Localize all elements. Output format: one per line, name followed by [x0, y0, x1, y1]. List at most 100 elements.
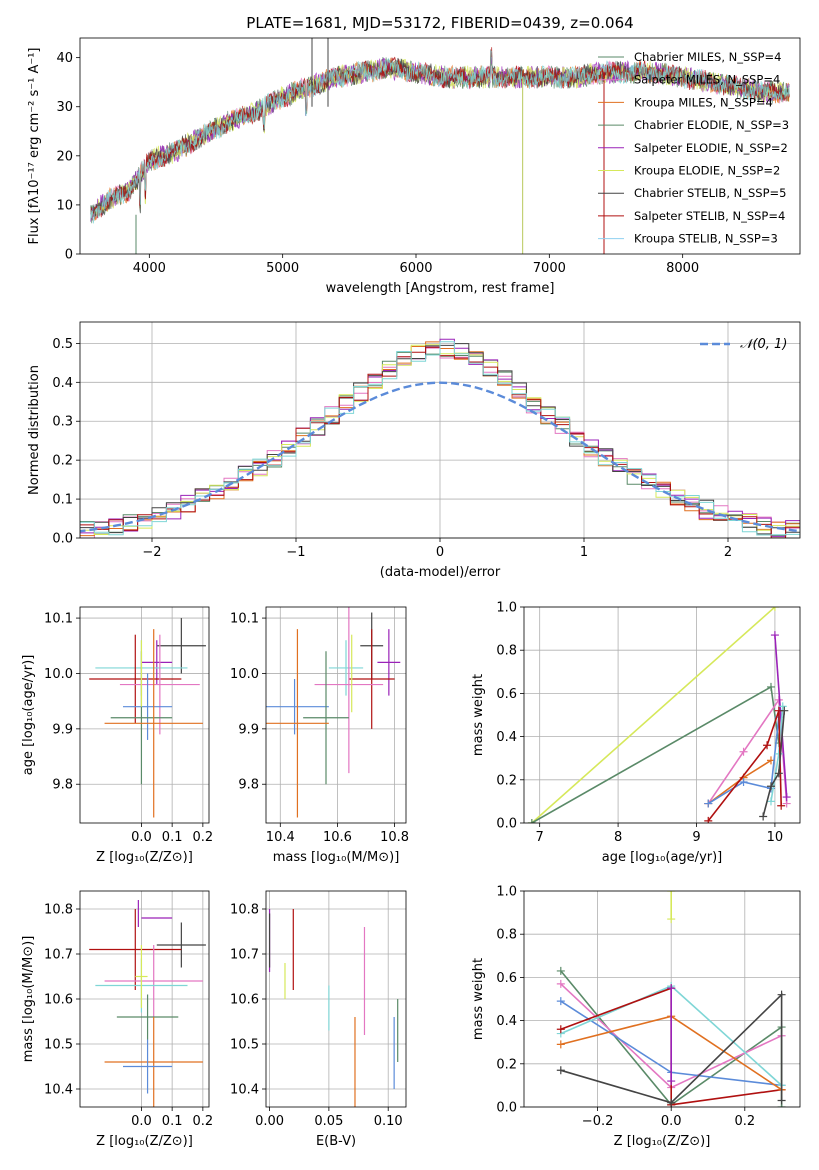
- weight-marker: [527, 819, 536, 823]
- plot-area: [268, 909, 399, 1107]
- errorbar-point: [266, 629, 329, 818]
- weight-marker: [667, 984, 676, 993]
- legend-label: Salpeter STELIB, N_SSP=4: [634, 209, 785, 223]
- y-tick-label: 10.5: [44, 1038, 73, 1053]
- errorbar-point: [314, 607, 384, 774]
- x-tick-label: 10: [767, 830, 784, 845]
- y-axis-label: age [log₁₀(age/yr)]: [21, 655, 36, 776]
- y-tick-label: 10.8: [230, 903, 259, 918]
- x-axis-label: E(B-V): [316, 1134, 356, 1149]
- x-tick-label: 10.8: [380, 830, 409, 845]
- weight-marker: [766, 682, 775, 691]
- weight-marker: [667, 891, 676, 895]
- y-tick-label: 9.8: [238, 778, 259, 793]
- errorbar-point: [328, 640, 364, 696]
- weight-marker: [739, 777, 748, 786]
- panel-2: −2 −1 0 1 2 0.0 0.1 0.2 0.3 0.4 0.5 (data-model)/er…: [27, 321, 801, 580]
- weight-marker: [704, 816, 713, 823]
- plot-area: [266, 607, 401, 818]
- y-tick-label: 1.0: [496, 601, 517, 616]
- gaussian-curve: [80, 381, 800, 533]
- weight-marker: [774, 769, 783, 778]
- x-tick-label: 0.2: [193, 1114, 214, 1129]
- plot-area: [90, 38, 790, 254]
- plot-area: [89, 900, 206, 1107]
- errorbar-point: [123, 673, 173, 740]
- x-axis-label: mass [log₁₀(M/M⊙)]: [273, 850, 400, 865]
- weight-marker: [556, 1040, 565, 1049]
- x-tick-label: 0.05: [314, 1114, 343, 1129]
- errorbar-point: [89, 909, 182, 990]
- spectrum-line: [90, 49, 790, 224]
- x-tick-label: 0.00: [255, 1114, 284, 1129]
- errorbar-point: [116, 994, 179, 1040]
- y-tick-label: 10.1: [230, 612, 259, 627]
- errorbar-point: [119, 634, 200, 735]
- weight-marker: [782, 793, 791, 802]
- legend-label: Salpeter MILES, N_SSP=4: [634, 73, 780, 87]
- weight-marker: [774, 749, 783, 758]
- weight-marker: [777, 990, 786, 999]
- y-tick-label: 0.8: [496, 928, 517, 943]
- x-tick-label: 4000: [133, 261, 166, 276]
- legend-label: Chabrier STELIB, N_SSP=5: [634, 186, 786, 200]
- weight-line: [560, 992, 783, 1104]
- x-tick-label: 10.4: [266, 830, 295, 845]
- x-tick-label: 0.0: [661, 1114, 682, 1129]
- grid-lines: [80, 607, 209, 823]
- y-tick-label: 20: [56, 149, 73, 164]
- y-tick-label: 0.4: [496, 1014, 517, 1029]
- plot-area: [80, 338, 800, 538]
- y-tick-label: 0.5: [52, 337, 73, 352]
- y-tick-label: 0.4: [496, 730, 517, 745]
- errorbar-point: [123, 1039, 173, 1094]
- y-tick-label: 0.1: [52, 493, 73, 508]
- weight-marker: [704, 799, 713, 808]
- x-axis-label: (data-model)/error: [380, 565, 501, 580]
- y-tick-label: 10.1: [44, 612, 73, 627]
- y-tick-label: 0.6: [496, 687, 517, 702]
- errorbar-point: [266, 679, 329, 735]
- y-axis-label: Flux [fλ10⁻¹⁷ erg cm⁻² s⁻¹ A⁻¹]: [27, 48, 42, 245]
- legend-label: Kroupa MILES, N_SSP=4: [634, 95, 773, 109]
- weight-marker: [770, 607, 779, 611]
- panel-6: 0.0 0.1 0.2 10.4 10.5 10.6 10.7 10.8 Z [log₁₀(Z/…: [21, 890, 214, 1149]
- axes-frame: [79, 37, 801, 255]
- histogram-step: [80, 341, 800, 536]
- y-tick-label: 0.0: [52, 532, 73, 547]
- x-tick-label: 9: [692, 830, 700, 845]
- panel-8: −0.2 0.0 0.2 0.0 0.2 0.4 0.6 0.8 1.0 Z [log₁₀(Z/Z…: [471, 885, 801, 1149]
- x-tick-label: 0.10: [374, 1114, 403, 1129]
- y-tick-label: 9.9: [238, 722, 259, 737]
- grid-lines: [524, 606, 800, 824]
- x-tick-label: 0.0: [131, 830, 152, 845]
- y-axis-label: mass weight: [471, 674, 486, 756]
- weight-marker: [556, 966, 565, 975]
- weight-marker: [556, 997, 565, 1006]
- legend-label: 𝒩(0, 1): [740, 337, 787, 352]
- panel-1: 4000 5000 6000 7000 8000 0 10 20 30 40 wavelength …: [27, 14, 801, 296]
- y-tick-label: 0.6: [496, 971, 517, 986]
- x-axis-label: Z [log₁₀(Z/Z⊙)]: [614, 1134, 711, 1149]
- panel-4: 10.4 10.6 10.8 9.8 9.9 10.0 10.1 mass [log₁₀(M/…: [230, 606, 409, 865]
- errorbar-point: [377, 629, 401, 696]
- plot-area: [556, 891, 786, 1107]
- weight-marker: [759, 812, 768, 821]
- errorbar-point: [303, 651, 349, 785]
- y-tick-label: 0.8: [496, 644, 517, 659]
- y-tick-label: 10.7: [230, 948, 259, 963]
- panel-5: 7 8 9 10 0.0 0.2 0.4 0.6 0.8 1.0 age [log₁₀(age/yr…: [471, 601, 801, 865]
- errorbar-point: [348, 629, 395, 729]
- legend-label: Kroupa ELODIE, N_SSP=2: [634, 164, 780, 178]
- weight-marker: [766, 782, 775, 791]
- plot-area: [527, 607, 791, 823]
- y-tick-label: 0.3: [52, 415, 73, 430]
- grid-lines: [266, 891, 406, 1107]
- axes-frame: [79, 606, 210, 824]
- grid-lines: [266, 607, 406, 823]
- y-tick-label: 10.4: [230, 1083, 259, 1098]
- weight-marker: [766, 797, 775, 806]
- weight-marker: [667, 1077, 676, 1086]
- legend-label: Salpeter ELODIE, N_SSP=2: [634, 141, 788, 155]
